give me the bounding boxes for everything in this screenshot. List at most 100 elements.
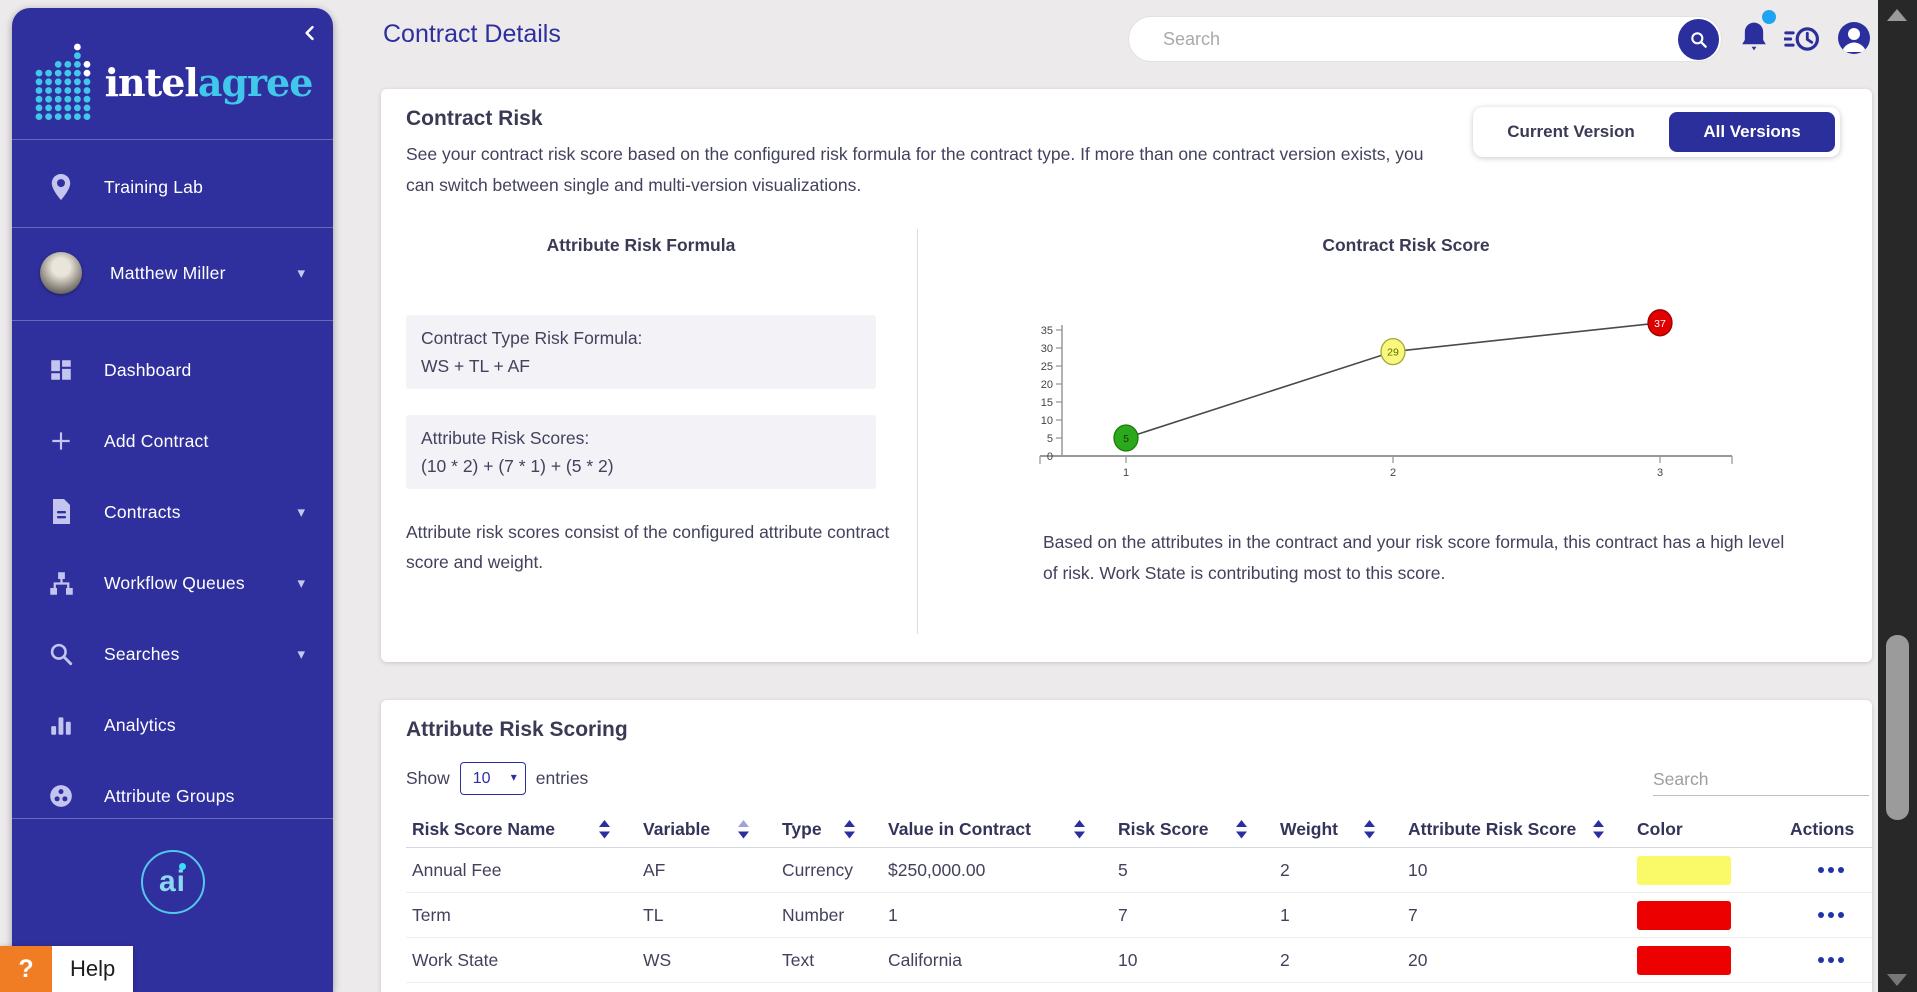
contract-type-risk-formula-box: Contract Type Risk Formula: WS + TL + AF	[406, 315, 876, 389]
sort-arrows-icon[interactable]	[737, 819, 750, 840]
column-header-actions: Actions	[1784, 819, 1872, 840]
row-actions-button[interactable]	[1812, 906, 1850, 924]
row-actions-button[interactable]	[1812, 861, 1850, 879]
table-cell: Text	[782, 949, 815, 970]
column-header-risk-score-name[interactable]: Risk Score Name	[406, 819, 637, 840]
column-header-label: Attribute Risk Score	[1408, 819, 1577, 839]
svg-text:29: 29	[1387, 347, 1399, 359]
table-cell: Term	[412, 904, 451, 925]
history-button[interactable]	[1783, 23, 1822, 60]
contract-risk-description: See your contract risk score based on th…	[406, 144, 1424, 195]
sidebar-item-label: Add Contract	[104, 430, 209, 451]
table-cell: 2	[1280, 859, 1290, 880]
user-name-label: Matthew Miller	[110, 262, 226, 283]
table-search	[1653, 764, 1869, 796]
column-header-risk-score[interactable]: Risk Score	[1112, 819, 1274, 840]
contract-risk-card: Contract Risk See your contract risk sco…	[381, 89, 1872, 662]
sidebar-item-attribute-groups[interactable]: Attribute Groups	[12, 767, 333, 825]
table-cell: 10	[1408, 859, 1428, 880]
sidebar-item-label: Attribute Groups	[104, 785, 235, 806]
sidebar-item-dashboard[interactable]: Dashboard	[12, 341, 333, 399]
page-title: Contract Details	[383, 20, 561, 48]
sort-arrows-icon[interactable]	[843, 819, 856, 840]
vertical-scrollbar[interactable]	[1878, 0, 1917, 992]
attribute-groups-icon	[46, 781, 76, 811]
page-size-select[interactable]: 10	[459, 762, 526, 795]
sidebar-collapse-button[interactable]	[297, 20, 323, 46]
sort-arrows-icon[interactable]	[598, 819, 611, 840]
formula-box-value: (10 * 2) + (7 * 1) + (5 * 2)	[421, 455, 614, 476]
sidebar-item-contracts[interactable]: Contracts ▾	[12, 483, 333, 541]
table-search-input[interactable]	[1653, 764, 1869, 796]
plus-icon	[46, 426, 76, 456]
color-swatch	[1637, 855, 1731, 885]
chevron-down-icon: ▾	[297, 504, 305, 521]
sidebar-item-analytics[interactable]: Analytics	[12, 696, 333, 754]
search-submit-button[interactable]	[1678, 19, 1719, 60]
sidebar-item-user-menu[interactable]: Matthew Miller ▾	[12, 244, 333, 302]
scroll-up-arrow-icon[interactable]	[1887, 9, 1907, 21]
intelagree-building-icon	[35, 43, 90, 120]
sidebar-item-training-lab[interactable]: Training Lab	[12, 158, 333, 216]
column-header-attribute-risk-score[interactable]: Attribute Risk Score	[1402, 819, 1631, 840]
table-row: Term TL Number 1 7 1 7	[406, 893, 1872, 938]
history-icon	[1783, 27, 1819, 51]
notifications-button[interactable]	[1738, 20, 1770, 59]
table-cell: AF	[643, 859, 666, 880]
table-cell-color	[1631, 945, 1784, 975]
column-header-value-in-contract[interactable]: Value in Contract	[882, 819, 1112, 840]
sidebar: intelagree Training Lab Matthew Miller ▾…	[12, 8, 333, 992]
formula-box-label: Contract Type Risk Formula:	[421, 327, 643, 348]
column-header-label: Type	[782, 819, 822, 839]
all-versions-button[interactable]: All Versions	[1669, 112, 1835, 152]
help-button[interactable]: ? Help	[0, 946, 134, 992]
current-version-button[interactable]: Current Version	[1507, 122, 1635, 141]
color-swatch	[1637, 900, 1731, 930]
dashboard-icon	[46, 355, 76, 385]
table-cell: Number	[782, 904, 845, 925]
row-actions-button[interactable]	[1812, 951, 1850, 969]
svg-text:5: 5	[1123, 433, 1129, 445]
account-button[interactable]	[1836, 20, 1872, 61]
ai-logo-dot	[178, 863, 186, 870]
column-header-weight[interactable]: Weight	[1274, 819, 1402, 840]
sidebar-item-searches[interactable]: Searches ▾	[12, 625, 333, 683]
formula-box-value: WS + TL + AF	[421, 355, 530, 376]
sidebar-item-add-contract[interactable]: Add Contract	[12, 412, 333, 470]
notification-dot-badge	[1762, 10, 1776, 24]
table-body: Annual Fee AF Currency $250,000.00 5 2 10 Term T…	[406, 848, 1872, 983]
question-mark-icon: ?	[0, 946, 52, 992]
column-header-color: Color	[1631, 819, 1784, 840]
sort-arrows-icon[interactable]	[1363, 819, 1376, 840]
column-header-label: Risk Score	[1118, 819, 1209, 839]
table-cell: 20	[1408, 949, 1428, 970]
scrollbar-thumb[interactable]	[1886, 635, 1909, 820]
intelagree-logo[interactable]: intelagree	[12, 32, 333, 132]
attribute-risk-table: Risk Score Name Variable Type Value in Cont…	[406, 812, 1872, 983]
document-icon	[46, 497, 76, 527]
attribute-risk-scoring-card: Attribute Risk Scoring Show 10 ▾ entries…	[381, 700, 1872, 992]
sidebar-item-workflow-queues[interactable]: Workflow Queues ▾	[12, 554, 333, 612]
sidebar-item-label: Analytics	[104, 714, 176, 735]
attribute-risk-scores-box: Attribute Risk Scores: (10 * 2) + (7 * 1…	[406, 415, 876, 489]
sidebar-item-label: Contracts	[104, 501, 181, 522]
sort-arrows-icon[interactable]	[1592, 819, 1605, 840]
global-search-input[interactable]	[1163, 23, 1643, 55]
sort-arrows-icon[interactable]	[1073, 819, 1086, 840]
chevron-left-icon	[305, 25, 314, 41]
version-toggle: Current Version All Versions	[1473, 107, 1840, 157]
contract-risk-score-chart: 0 5 10 15 20 25 30 35 1 2 3 5 29 37	[1032, 305, 1752, 495]
column-header-label: Variable	[643, 819, 711, 839]
svg-text:0: 0	[1047, 451, 1053, 463]
column-header-type[interactable]: Type	[776, 819, 882, 840]
location-pin-icon	[46, 172, 76, 202]
table-header-row: Risk Score Name Variable Type Value in Cont…	[406, 812, 1872, 848]
scroll-down-arrow-icon[interactable]	[1887, 974, 1907, 986]
ai-footer-logo: ai	[140, 850, 205, 914]
column-header-variable[interactable]: Variable	[637, 819, 776, 840]
sort-arrows-icon[interactable]	[1235, 819, 1248, 840]
svg-text:1: 1	[1123, 467, 1129, 479]
color-swatch	[1637, 945, 1731, 975]
svg-text:2: 2	[1390, 467, 1396, 479]
divider	[12, 139, 333, 140]
